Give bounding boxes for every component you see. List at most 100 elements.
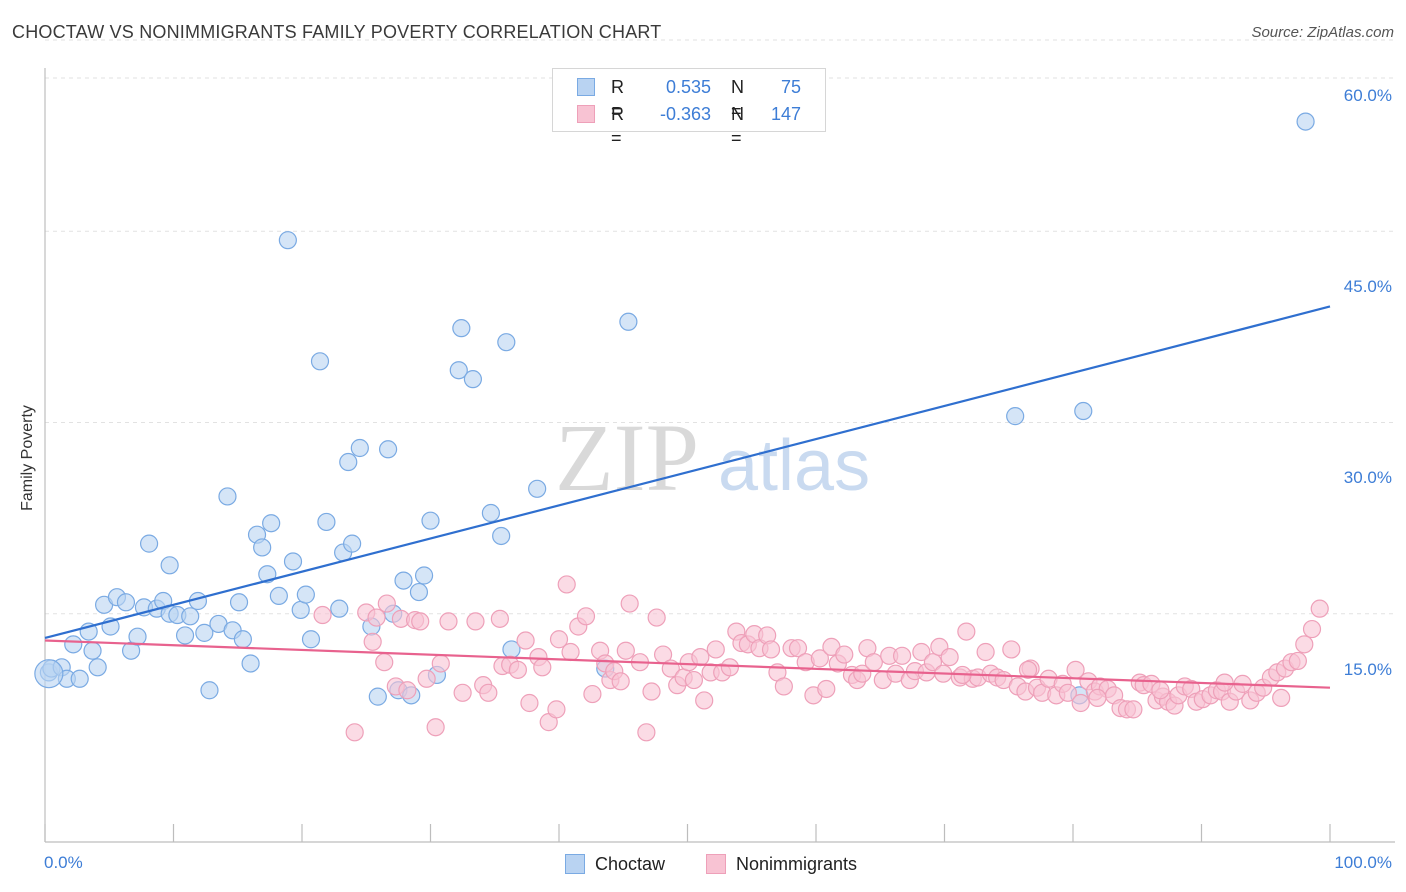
choctaw-point xyxy=(283,552,303,571)
source-label: Source: ZipAtlas.com xyxy=(1251,24,1394,41)
r-label: R = xyxy=(611,77,624,121)
choctaw-point xyxy=(128,627,147,646)
choctaw-point xyxy=(310,352,330,371)
nonimmigrants-point xyxy=(479,683,498,702)
nonimmigrants-point xyxy=(642,682,661,701)
choctaw-point xyxy=(497,333,516,352)
choctaw-point xyxy=(88,658,107,677)
nonimmigrants-point xyxy=(398,681,417,700)
choctaw-point xyxy=(463,370,483,389)
nonimmigrants-point xyxy=(647,608,666,627)
nonimmigrants-point xyxy=(788,639,808,658)
choctaw-point xyxy=(378,440,398,459)
chart-title: CHOCTAW VS NONIMMIGRANTS FAMILY POVERTY … xyxy=(12,22,662,42)
nonimmigrants-point xyxy=(576,607,596,626)
nonimmigrants-point xyxy=(1272,688,1291,708)
nonimmigrants-point xyxy=(431,654,450,673)
choctaw-point xyxy=(449,361,468,380)
nonimmigrants-point xyxy=(720,658,740,677)
choctaw-point xyxy=(175,626,195,645)
nonimmigrants-point xyxy=(835,645,854,664)
nonimmigrants-point xyxy=(1302,619,1322,639)
r-label: R = xyxy=(611,104,624,148)
choctaw-point xyxy=(218,487,237,506)
choctaw-legend-label: Choctaw xyxy=(595,854,666,874)
choctaw-point xyxy=(330,599,349,618)
choctaw-point xyxy=(253,538,272,557)
bottom-legend-choctaw: Choctaw xyxy=(565,852,665,876)
choctaw-point xyxy=(452,319,471,338)
nonimmigrants-point xyxy=(561,642,580,662)
choctaw-point xyxy=(200,681,219,700)
nonimmigrants-point xyxy=(1288,651,1307,671)
nonimmigrants-point xyxy=(912,642,931,662)
nonimmigrants-point xyxy=(1295,635,1314,654)
nonimmigrants-point xyxy=(976,642,995,662)
nonimmigrants-point xyxy=(810,649,829,668)
nonimmigrants-point xyxy=(508,660,527,679)
choctaw-point xyxy=(301,630,321,649)
choctaw-legend-swatch xyxy=(565,854,585,874)
nonimmigrants-legend-label: Nonimmigrants xyxy=(736,854,858,874)
choctaw-point xyxy=(528,479,547,498)
nonimmigrants-point xyxy=(490,609,509,628)
nonimmigrants-r-value: -0.363 xyxy=(659,104,711,124)
choctaw-n-value: 75 xyxy=(780,77,801,97)
nonimmigrants-trend-line xyxy=(44,639,1331,689)
choctaw-point xyxy=(269,586,288,606)
nonimmigrants-point xyxy=(684,670,704,690)
choctaw-r-value: 0.535 xyxy=(665,77,711,97)
choctaw-point xyxy=(1296,112,1315,131)
choctaw-point xyxy=(1074,401,1093,421)
nonimmigrants-point xyxy=(363,632,382,651)
nonimmigrants-point xyxy=(557,575,576,594)
choctaw-point xyxy=(296,585,315,604)
nonimmigrants-point xyxy=(864,653,883,672)
choctaw-point xyxy=(233,630,252,649)
choctaw-point xyxy=(409,582,429,602)
choctaw-point xyxy=(116,593,136,612)
nonimmigrants-point xyxy=(426,718,445,737)
choctaw-point xyxy=(394,571,413,590)
choctaw-point xyxy=(492,526,511,546)
y-tick-label-15: 15.0% xyxy=(1343,660,1392,679)
nonimmigrants-point xyxy=(1310,599,1329,618)
y-tick-label-45: 45.0% xyxy=(1343,277,1392,296)
x-tick-label-max: 100.0% xyxy=(1334,853,1392,872)
nonimmigrants-point xyxy=(466,612,485,631)
nonimmigrants-point xyxy=(695,691,714,710)
nonimmigrants-point xyxy=(761,640,781,659)
choctaw-point xyxy=(229,593,249,612)
choctaw-point xyxy=(181,607,200,626)
nonimmigrants-point xyxy=(1088,688,1107,708)
choctaw-point-large xyxy=(34,659,64,689)
n-label: N = xyxy=(731,77,744,121)
choctaw-point xyxy=(278,231,297,250)
nonimmigrants-point xyxy=(611,672,630,691)
nonimmigrants-point xyxy=(1124,700,1143,719)
nonimmigrants-point xyxy=(817,679,836,699)
nonimmigrants-point xyxy=(923,653,943,672)
nonimmigrants-point xyxy=(1071,693,1090,713)
choctaw-point xyxy=(160,556,179,575)
nonimmigrants-point xyxy=(1151,681,1170,700)
choctaw-point xyxy=(481,503,500,523)
choctaw-point xyxy=(350,438,369,458)
nonimmigrants-point xyxy=(375,653,394,672)
nonimmigrants-point xyxy=(533,658,552,677)
nonimmigrants-point xyxy=(345,723,364,742)
nonimmigrants-point xyxy=(411,612,430,631)
nonimmigrants-point xyxy=(583,684,602,704)
nonimmigrants-point xyxy=(417,669,436,688)
choctaw-point xyxy=(139,534,159,553)
nonimmigrants-point xyxy=(313,605,332,625)
nonimmigrants-point xyxy=(547,700,566,719)
correlation-legend: R = 0.535 N = 75 R = -0.363 N = 147 xyxy=(552,68,826,148)
nonimmigrants-point xyxy=(706,640,725,659)
choctaw-swatch xyxy=(577,78,595,96)
bottom-legend-nonimmigrants: Nonimmigrants xyxy=(706,852,857,876)
choctaw-point xyxy=(368,687,387,706)
choctaw-point xyxy=(291,600,310,620)
nonimmigrants-point xyxy=(940,647,959,667)
